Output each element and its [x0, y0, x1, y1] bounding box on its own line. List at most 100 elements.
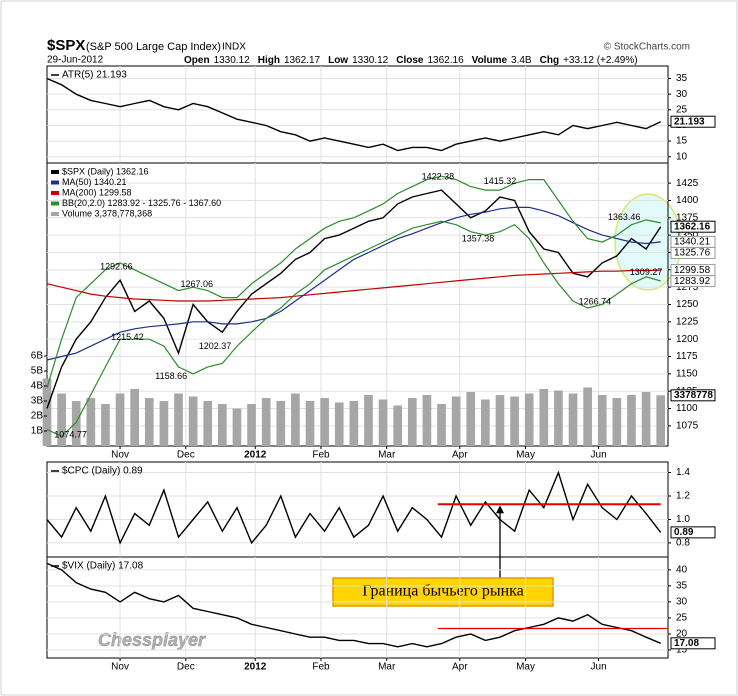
x-tick-label: Apr	[452, 662, 468, 673]
price-annotation: 1292.66	[100, 261, 133, 271]
volume-bar	[378, 399, 388, 446]
quote-label: Close	[396, 55, 424, 66]
end-tag: 21.193	[674, 116, 705, 127]
price-annotation: 1202.37	[199, 341, 232, 351]
volume-bar	[247, 404, 256, 446]
y-tick-label: 1100	[676, 403, 698, 414]
volume-bar	[130, 389, 140, 446]
volume-bar	[86, 398, 96, 446]
quote-value: 1330.12	[214, 55, 251, 66]
volume-bar	[451, 396, 461, 446]
volume-bar	[568, 393, 578, 446]
volume-bar	[466, 392, 476, 446]
y-tick-label: 0.8	[676, 538, 690, 549]
x-tick-label: Dec	[177, 662, 195, 673]
bollinger-lower	[46, 220, 661, 438]
volume-tick-label: 6B	[31, 351, 44, 362]
y-tick-label: 1.0	[676, 514, 690, 525]
x-tick-label: 2012	[244, 450, 267, 461]
volume-bar	[159, 401, 169, 446]
quote-label: Low	[328, 55, 348, 66]
index-name: (S&P 500 Large Cap Index)	[86, 41, 221, 53]
y-tick-label: 10	[676, 151, 688, 162]
end-tag-box	[670, 526, 716, 539]
volume-bar	[393, 405, 403, 446]
y-tick-label: 20	[676, 629, 688, 640]
x-tick-label: May	[516, 450, 535, 461]
series-line	[46, 562, 661, 648]
end-tag: 1299.58	[674, 265, 711, 276]
volume-bar	[437, 404, 446, 446]
y-tick-label: 1225	[676, 316, 699, 327]
end-tag: 1283.92	[674, 276, 711, 287]
volume-bar	[188, 396, 198, 446]
volume-bar	[203, 401, 213, 446]
date: 29-Jun-2012	[47, 55, 104, 66]
volume-bar	[554, 390, 563, 446]
y-tick-label: 1200	[676, 334, 699, 345]
volume-tick-label: 3B	[31, 396, 44, 407]
y-tick-label: 1175	[676, 351, 698, 362]
legend-text: $VIX (Daily) 17.08	[62, 561, 144, 572]
price-annotation: 1158.66	[155, 371, 187, 381]
price-annotation: 1074.77	[54, 429, 87, 439]
volume-bar	[57, 393, 66, 446]
legend-text: MA(50) 1340.21	[62, 177, 127, 187]
legend-text: Volume 3,378,778,368	[62, 208, 152, 218]
y-tick-label: 1400	[676, 195, 699, 206]
y-tick-label: 15	[676, 645, 688, 656]
volume-bar	[612, 398, 622, 446]
x-tick-label: Nov	[111, 450, 129, 461]
price-annotation: 1215.42	[111, 332, 144, 342]
y-tick-label: 30	[676, 597, 688, 608]
volume-bar	[349, 401, 359, 446]
volume-bar	[583, 387, 592, 446]
legend-text: $SPX (Daily) 1362.16	[62, 166, 149, 176]
volume-tick-label: 5B	[31, 366, 44, 377]
quote-value: 3.4B	[511, 55, 532, 66]
quote-value: +33.12 (+2.49%)	[563, 55, 638, 66]
x-tick-label: Dec	[177, 450, 195, 461]
volume-bar	[641, 392, 651, 446]
volume-bar	[305, 401, 315, 446]
legend-swatch	[51, 212, 59, 216]
volume-bar	[174, 393, 183, 446]
end-tag-box	[670, 275, 716, 288]
y-tick-label: 1425	[676, 178, 699, 189]
price-annotation: 1357.38	[462, 233, 495, 243]
quote-label: Volume	[472, 55, 508, 66]
y-tick-label: 1375	[676, 212, 699, 223]
volume-tick-label: 4B	[31, 381, 44, 392]
legend-swatch	[51, 201, 59, 206]
volume-bar	[276, 401, 286, 446]
volume-bar	[144, 398, 154, 446]
series-line	[46, 470, 662, 545]
quote-line: Open 1330.12 High 1362.17 Low 1330.12 Close 136…	[184, 55, 638, 66]
quote-value: 1330.12	[352, 55, 389, 66]
end-tag-box	[670, 389, 716, 402]
volume-bar	[495, 395, 505, 446]
legend-text: MA(200) 1299.58	[62, 187, 132, 197]
volume-bar	[42, 378, 52, 446]
y-tick-label: 35	[676, 580, 688, 591]
end-tag: 1325.76	[674, 248, 711, 259]
series-line	[46, 206, 661, 361]
volume-bar	[539, 389, 549, 446]
volume-bar	[407, 398, 417, 446]
quote-label: High	[258, 55, 280, 66]
callout-box	[332, 577, 554, 607]
volume-bar	[320, 398, 329, 446]
y-tick-label: 1.4	[676, 467, 690, 478]
volume-bar	[597, 395, 607, 446]
x-tick-label: Jun	[591, 662, 607, 673]
price-annotation: 1422.38	[422, 171, 455, 181]
y-tick-label: 1250	[676, 299, 699, 310]
end-tag: 3378778	[674, 390, 713, 401]
volume-bar	[291, 393, 300, 446]
y-tick-label: 1150	[676, 369, 698, 380]
volume-tick-label: 2B	[31, 411, 44, 422]
volume-bar	[656, 395, 666, 446]
volume-bar	[261, 398, 271, 446]
legend-swatch	[51, 180, 59, 185]
watermark: Chessplayer	[98, 630, 206, 650]
